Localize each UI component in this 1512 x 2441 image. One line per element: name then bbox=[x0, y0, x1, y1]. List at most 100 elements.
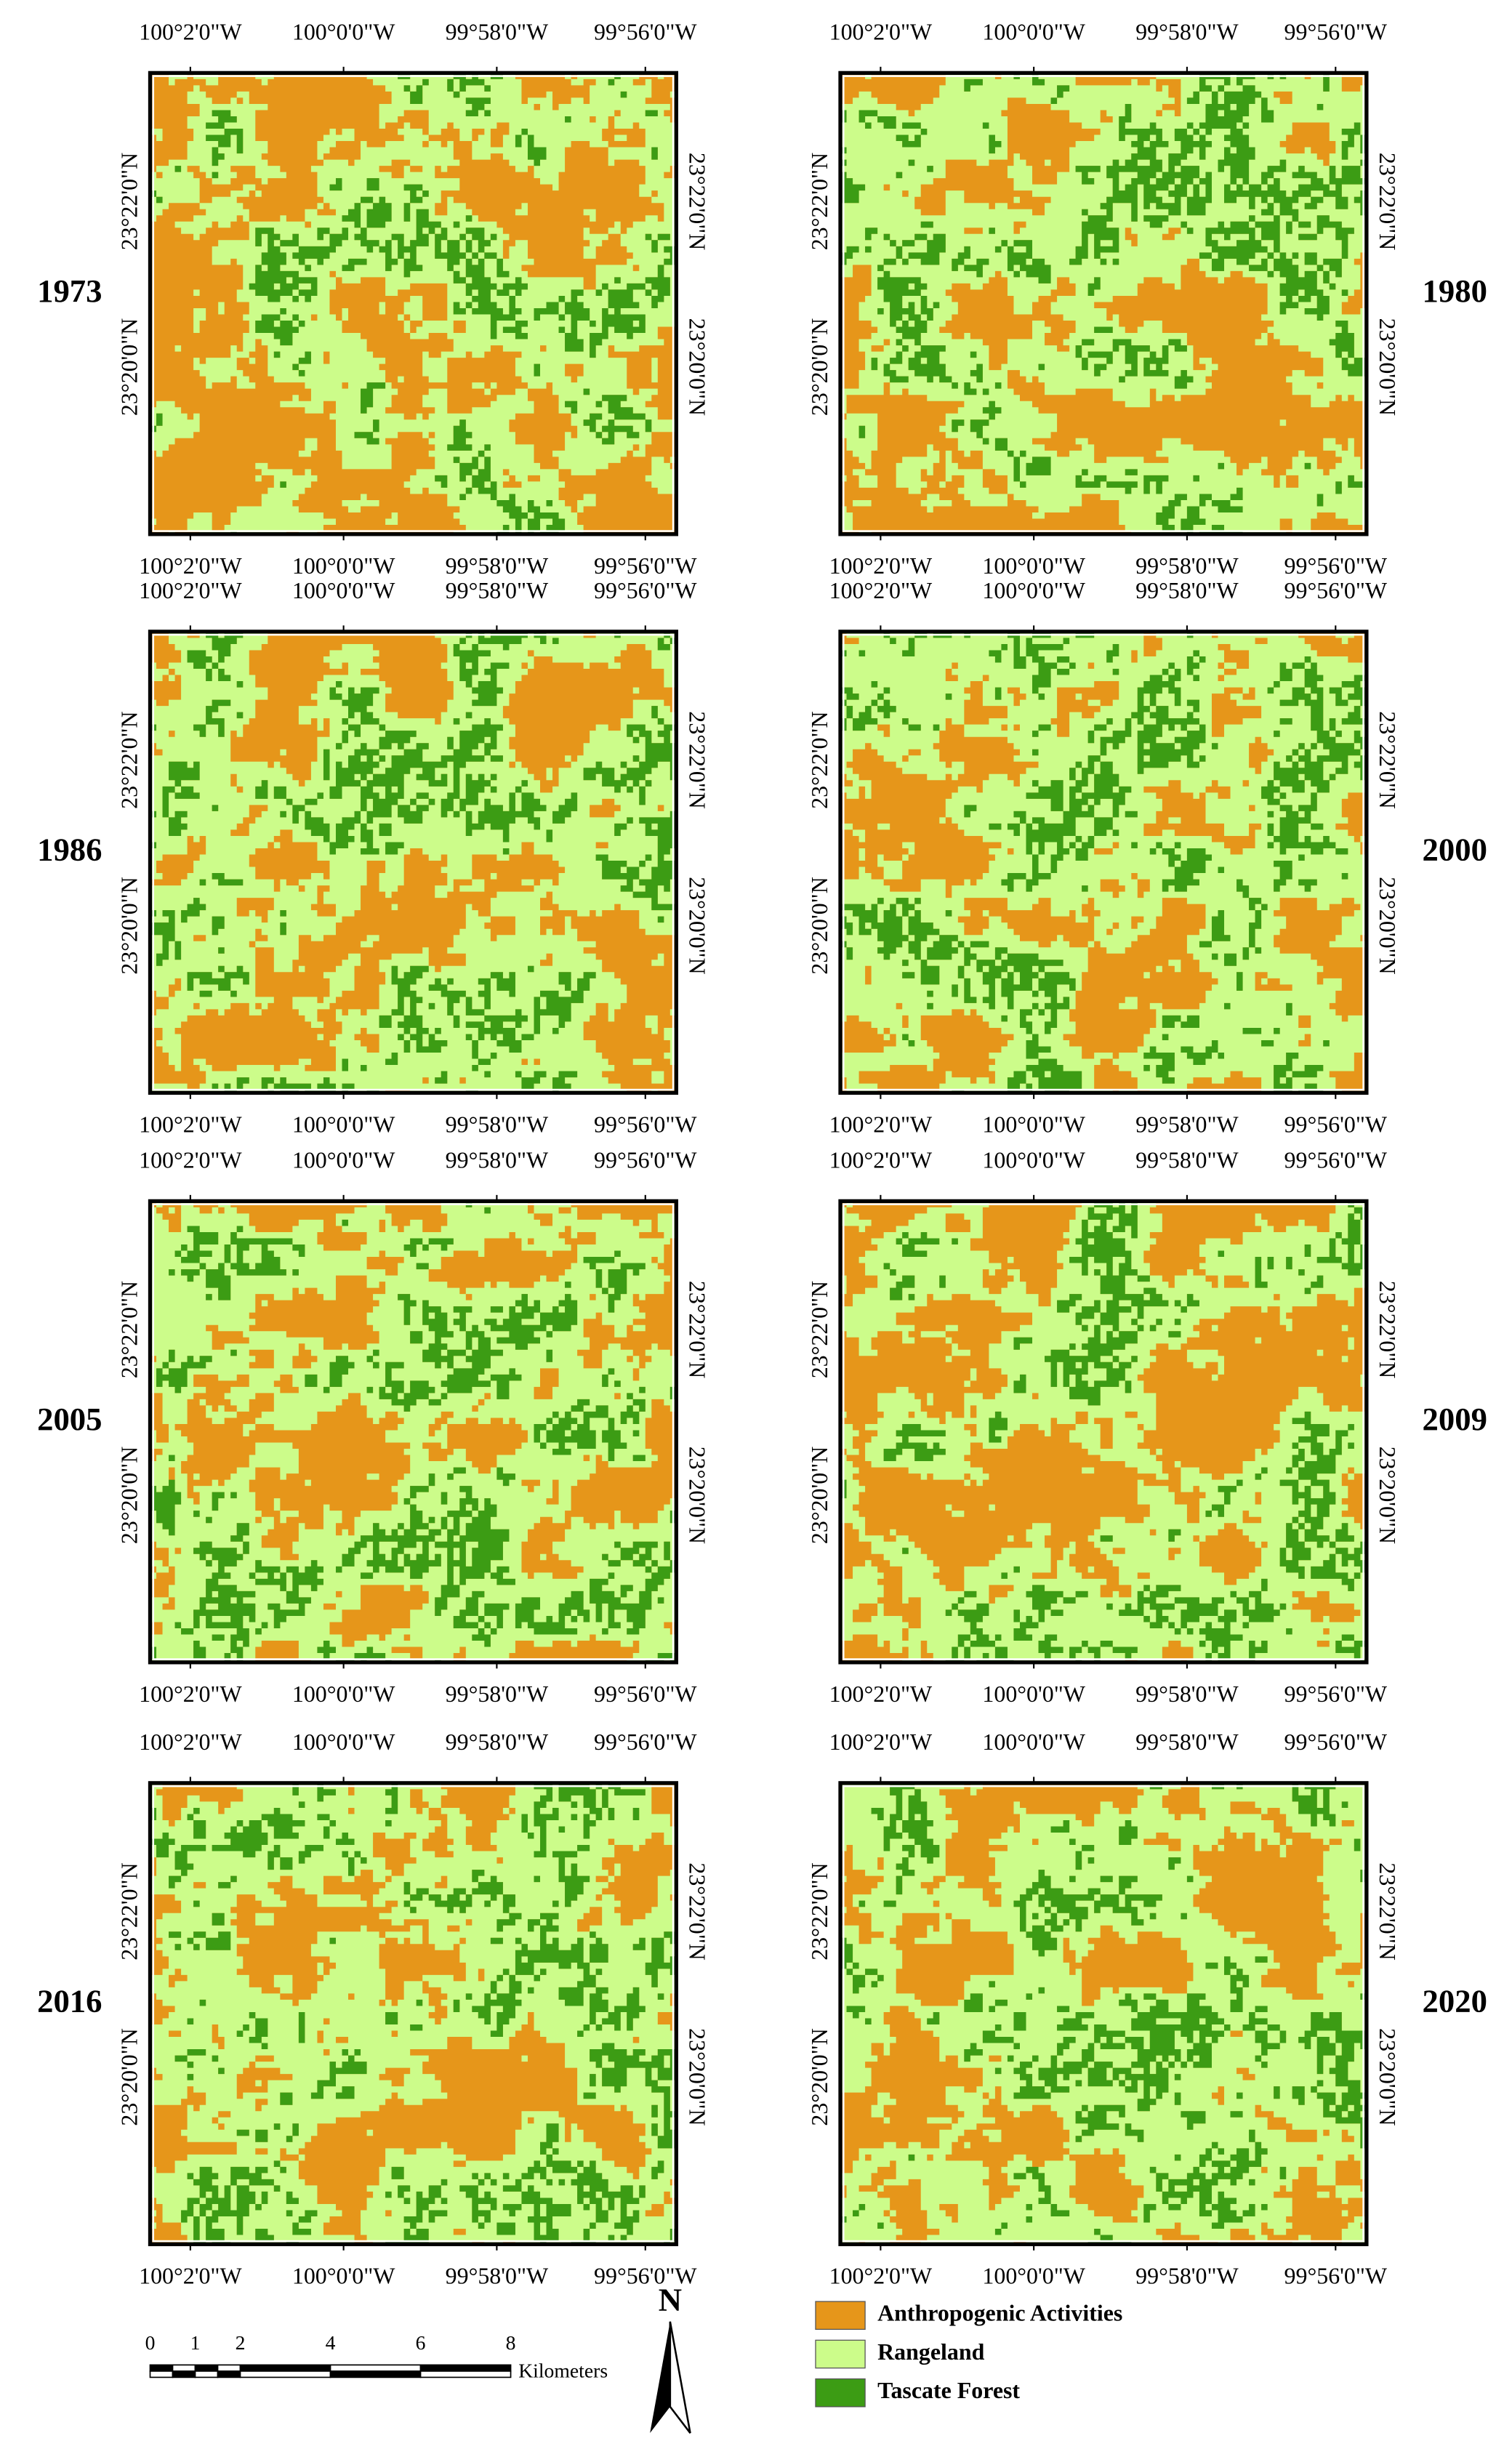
latitude-label: 23°22'0"N bbox=[1375, 1862, 1400, 1960]
longitude-label: 99°56'0"W bbox=[594, 1681, 697, 1707]
latitude-label: 23°20'0"N bbox=[116, 2028, 142, 2126]
map-panel: 100°2'0"W 100°2'0"W 100°0'0"W 100°0'0"W 99°5… bbox=[37, 1147, 709, 1706]
scale-segment bbox=[239, 2370, 331, 2378]
scale-segment bbox=[217, 2370, 241, 2378]
scale-tick-label: 6 bbox=[416, 2331, 426, 2354]
latitude-label: 23°22'0"N bbox=[116, 1281, 142, 1378]
longitude-label: 99°58'0"W bbox=[1135, 553, 1239, 579]
legend-swatch bbox=[815, 2301, 866, 2331]
north-label: N bbox=[659, 2281, 682, 2317]
rangeland-cover bbox=[840, 73, 1367, 534]
year-label: 2020 bbox=[1423, 1983, 1487, 2019]
latitude-label: 23°20'0"N bbox=[116, 877, 142, 974]
longitude-label: 99°56'0"W bbox=[1284, 578, 1388, 603]
longitude-label: 100°2'0"W bbox=[829, 19, 933, 44]
longitude-label: 100°2'0"W bbox=[139, 1681, 242, 1707]
latitude-label: 23°20'0"N bbox=[685, 2028, 710, 2126]
map-frame bbox=[838, 630, 1369, 1095]
map-panel: 100°2'0"W 100°2'0"W 100°0'0"W 100°0'0"W 99°5… bbox=[807, 19, 1487, 578]
year-label: 1973 bbox=[37, 273, 102, 309]
map-frame bbox=[148, 630, 679, 1095]
year-label: 2005 bbox=[37, 1401, 102, 1437]
scale-tick-label: 4 bbox=[326, 2331, 336, 2354]
longitude-label: 100°0'0"W bbox=[292, 1681, 395, 1707]
longitude-label: 100°0'0"W bbox=[982, 1112, 1085, 1138]
map-panel: 100°2'0"W 100°2'0"W 100°0'0"W 100°0'0"W 99°5… bbox=[37, 19, 709, 578]
scale-segment bbox=[194, 2370, 219, 2378]
longitude-label: 99°56'0"W bbox=[1284, 19, 1388, 44]
longitude-label: 100°0'0"W bbox=[292, 1147, 395, 1173]
longitude-label: 100°0'0"W bbox=[292, 578, 395, 603]
latitude-label: 23°22'0"N bbox=[1375, 1281, 1400, 1378]
longitude-label: 99°56'0"W bbox=[594, 1147, 697, 1173]
rangeland-cover bbox=[150, 73, 677, 534]
latitude-label: 23°22'0"N bbox=[685, 153, 710, 250]
scale-segment bbox=[194, 2364, 219, 2372]
rangeland-cover bbox=[840, 1782, 1367, 2245]
forest-cover bbox=[840, 1201, 1367, 1662]
forest-cover bbox=[840, 631, 1367, 1093]
longitude-label: 100°2'0"W bbox=[139, 1147, 242, 1173]
longitude-label: 100°2'0"W bbox=[139, 553, 242, 579]
longitude-label: 100°0'0"W bbox=[292, 1729, 395, 1755]
map-frame-inner bbox=[843, 633, 1364, 1091]
longitude-label: 99°58'0"W bbox=[1135, 1681, 1239, 1707]
longitude-label: 100°0'0"W bbox=[292, 1112, 395, 1138]
map-panel: 100°2'0"W 100°2'0"W 100°0'0"W 100°0'0"W 99°5… bbox=[807, 578, 1487, 1137]
longitude-label: 100°0'0"W bbox=[292, 2263, 395, 2288]
map-frame bbox=[838, 1781, 1369, 2246]
latitude-label: 23°20'0"N bbox=[685, 1447, 710, 1544]
longitude-label: 99°56'0"W bbox=[594, 578, 697, 603]
latitude-label: 23°22'0"N bbox=[116, 153, 142, 250]
scale-segment bbox=[329, 2364, 422, 2372]
scale-segment bbox=[217, 2364, 241, 2372]
longitude-label: 99°56'0"W bbox=[1284, 1147, 1388, 1173]
scale-tick-label: 8 bbox=[506, 2331, 516, 2354]
forest-cover bbox=[840, 73, 1367, 534]
legend-label: Rangeland bbox=[877, 2339, 984, 2365]
map-frame-inner bbox=[152, 75, 675, 532]
longitude-label: 100°2'0"W bbox=[829, 2263, 933, 2288]
scale-segment bbox=[419, 2364, 512, 2372]
longitude-label: 100°0'0"W bbox=[982, 1729, 1085, 1755]
longitude-label: 100°2'0"W bbox=[139, 1112, 242, 1138]
longitude-label: 99°56'0"W bbox=[1284, 1681, 1388, 1707]
longitude-label: 99°56'0"W bbox=[594, 2263, 697, 2288]
longitude-label: 100°2'0"W bbox=[829, 578, 933, 603]
longitude-label: 100°2'0"W bbox=[829, 1729, 933, 1755]
scale-tick-label: 0 bbox=[145, 2331, 156, 2354]
latitude-label: 23°22'0"N bbox=[807, 153, 832, 250]
rangeland-cover bbox=[150, 1782, 677, 2245]
map-frame-inner bbox=[152, 1203, 675, 1660]
longitude-label: 100°0'0"W bbox=[292, 19, 395, 44]
latitude-label: 23°22'0"N bbox=[685, 1281, 710, 1378]
longitude-label: 99°58'0"W bbox=[446, 1147, 549, 1173]
latitude-label: 23°22'0"N bbox=[1375, 153, 1400, 250]
longitude-label: 99°58'0"W bbox=[1135, 1729, 1239, 1755]
latitude-label: 23°22'0"N bbox=[807, 1281, 832, 1378]
latitude-label: 23°20'0"N bbox=[685, 318, 710, 416]
map-frame-inner bbox=[152, 633, 675, 1091]
longitude-label: 100°0'0"W bbox=[982, 578, 1085, 603]
longitude-label: 99°58'0"W bbox=[1135, 1147, 1239, 1173]
latitude-label: 23°20'0"N bbox=[807, 1447, 832, 1544]
longitude-label: 100°2'0"W bbox=[139, 1729, 242, 1755]
map-frame bbox=[838, 71, 1369, 536]
longitude-label: 100°0'0"W bbox=[982, 19, 1085, 44]
latitude-label: 23°20'0"N bbox=[1375, 318, 1400, 416]
map-frame bbox=[148, 1199, 679, 1665]
longitude-label: 100°2'0"W bbox=[829, 1681, 933, 1707]
longitude-label: 100°2'0"W bbox=[829, 1112, 933, 1138]
year-label: 1986 bbox=[37, 832, 102, 868]
map-frame-inner bbox=[843, 75, 1364, 532]
scale-segment bbox=[172, 2370, 196, 2378]
latitude-label: 23°22'0"N bbox=[116, 711, 142, 808]
north-arrow bbox=[650, 2321, 670, 2434]
longitude-label: 99°58'0"W bbox=[446, 1112, 549, 1138]
longitude-label: 99°56'0"W bbox=[1284, 1112, 1388, 1138]
longitude-label: 99°58'0"W bbox=[1135, 19, 1239, 44]
longitude-label: 100°0'0"W bbox=[982, 1681, 1085, 1707]
rangeland-cover bbox=[150, 631, 677, 1093]
